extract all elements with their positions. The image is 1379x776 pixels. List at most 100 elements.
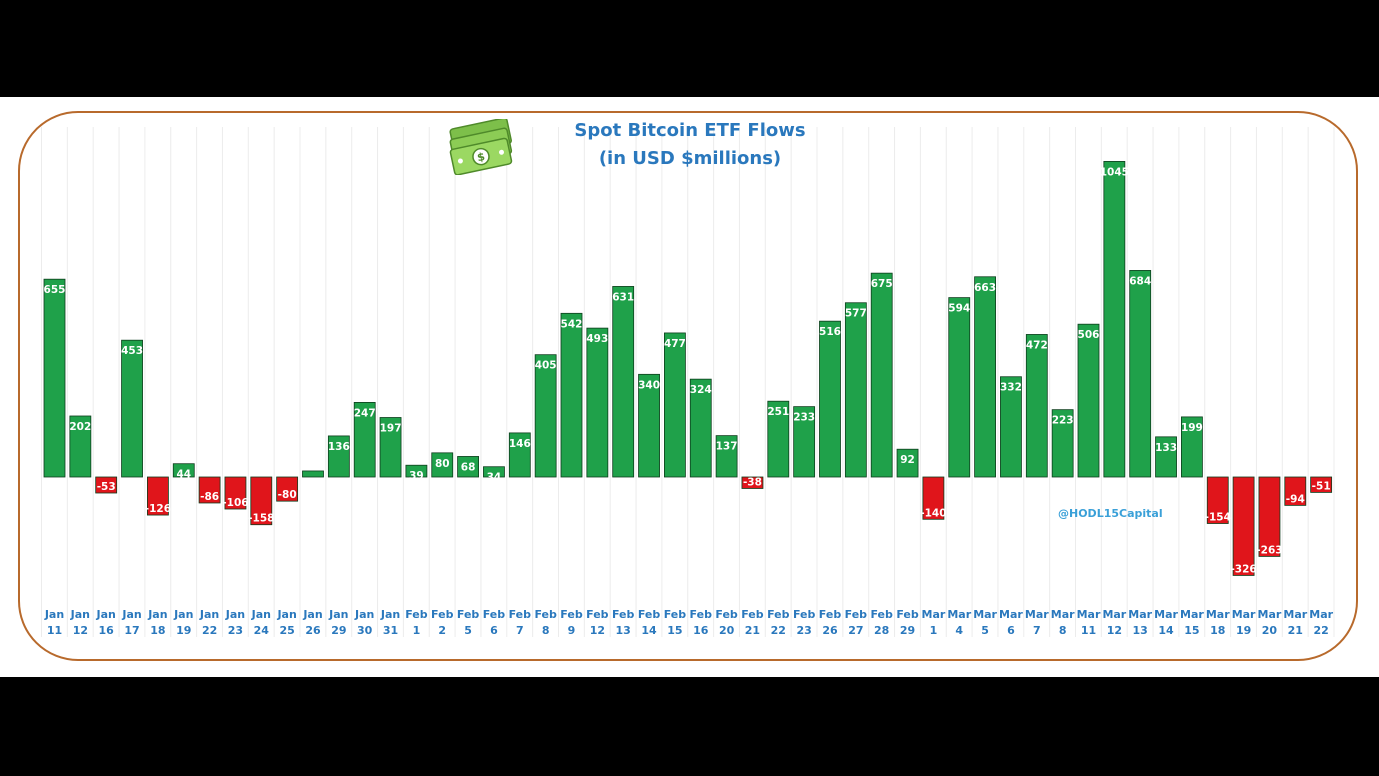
tick-label-day: 6 bbox=[490, 624, 498, 637]
bar bbox=[457, 456, 480, 478]
tick-label-month: Feb bbox=[690, 608, 713, 621]
bar bbox=[767, 400, 790, 478]
tick-label-month: Feb bbox=[509, 608, 532, 621]
tick-label-month: Jan bbox=[225, 608, 245, 621]
tick-label-month: Jan bbox=[173, 608, 193, 621]
data-label: -126 bbox=[145, 503, 171, 515]
tick-label-month: Feb bbox=[715, 608, 738, 621]
data-label: 146 bbox=[509, 438, 531, 450]
tick-label-day: 26 bbox=[305, 624, 321, 637]
tick-label-day: 17 bbox=[124, 624, 139, 637]
bar bbox=[1129, 270, 1152, 478]
tick-label-day: 30 bbox=[357, 624, 373, 637]
tick-label-day: 12 bbox=[590, 624, 605, 637]
tick-label-month: Jan bbox=[96, 608, 116, 621]
tick-label-month: Jan bbox=[251, 608, 271, 621]
tick-label-day: 19 bbox=[176, 624, 191, 637]
money-stack-icon: $ bbox=[449, 119, 513, 175]
tick-label-day: 7 bbox=[1033, 624, 1041, 637]
bar bbox=[327, 435, 350, 478]
data-label: 506 bbox=[1078, 329, 1100, 341]
bar bbox=[896, 448, 919, 478]
data-label: 340 bbox=[638, 379, 660, 391]
tick-label-day: 25 bbox=[279, 624, 294, 637]
data-label: -38 bbox=[743, 476, 762, 488]
tick-label-month: Jan bbox=[276, 608, 296, 621]
bar bbox=[302, 470, 324, 478]
tick-label-day: 5 bbox=[981, 624, 989, 637]
tick-label-month: Feb bbox=[405, 608, 428, 621]
tick-label-day: 26 bbox=[822, 624, 838, 637]
data-label: 39 bbox=[409, 470, 424, 482]
data-label: 137 bbox=[716, 441, 738, 453]
data-label: -51 bbox=[1312, 480, 1331, 492]
tick-label-month: Feb bbox=[767, 608, 790, 621]
tick-label-month: Mar bbox=[1206, 608, 1230, 621]
tick-label-day: 2 bbox=[438, 624, 446, 637]
data-label: 477 bbox=[664, 338, 686, 350]
data-label: 405 bbox=[535, 360, 557, 372]
data-label: 133 bbox=[1155, 442, 1177, 454]
tick-label-day: 31 bbox=[383, 624, 398, 637]
tick-label-day: 23 bbox=[228, 624, 243, 637]
bar bbox=[483, 466, 505, 478]
data-label: 44 bbox=[176, 469, 191, 481]
data-label: 453 bbox=[121, 345, 143, 357]
data-label: 247 bbox=[354, 407, 376, 419]
data-label: 92 bbox=[900, 454, 915, 466]
tick-label-day: 13 bbox=[1133, 624, 1148, 637]
bar bbox=[534, 354, 557, 478]
data-label: 332 bbox=[1000, 382, 1022, 394]
tick-label-month: Jan bbox=[328, 608, 348, 621]
data-label: 223 bbox=[1052, 415, 1074, 427]
bar bbox=[1025, 334, 1048, 478]
tick-label-month: Feb bbox=[457, 608, 480, 621]
data-label: -106 bbox=[222, 497, 248, 509]
tick-label-month: Feb bbox=[483, 608, 506, 621]
tick-label-month: Feb bbox=[638, 608, 661, 621]
bar bbox=[431, 452, 454, 478]
rounded-frame bbox=[18, 111, 1358, 661]
bar bbox=[379, 417, 402, 478]
bar bbox=[974, 276, 996, 478]
tick-label-day: 14 bbox=[641, 624, 657, 637]
chart-title: Spot Bitcoin ETF Flows bbox=[574, 120, 806, 141]
data-label: 577 bbox=[845, 308, 867, 320]
data-label: -86 bbox=[200, 491, 219, 503]
tick-label-day: 29 bbox=[900, 624, 915, 637]
tick-label-month: Feb bbox=[431, 608, 454, 621]
data-label: -326 bbox=[1230, 563, 1256, 575]
tick-label-day: 4 bbox=[955, 624, 963, 637]
tick-label-day: 8 bbox=[542, 624, 550, 637]
tick-label-day: 11 bbox=[1081, 624, 1096, 637]
data-label: 80 bbox=[435, 458, 450, 470]
chart-subtitle: (in USD $millions) bbox=[598, 148, 782, 169]
tick-label-month: Feb bbox=[534, 608, 557, 621]
bar bbox=[353, 402, 376, 478]
bar-chart: 655Jan11202Jan12-53Jan16453Jan17-126Jan1… bbox=[41, 127, 1335, 637]
tick-label-month: Mar bbox=[999, 608, 1023, 621]
bar bbox=[250, 476, 273, 526]
data-label: 202 bbox=[69, 421, 91, 433]
tick-label-day: 14 bbox=[1158, 624, 1174, 637]
bar bbox=[844, 302, 867, 478]
bar bbox=[1284, 476, 1307, 506]
bar bbox=[586, 327, 609, 478]
bar bbox=[819, 320, 841, 478]
tick-label-month: Mar bbox=[1077, 608, 1101, 621]
chart-canvas: 655 Jan 11 202 Jan 12 -53 Jan 16 453 Jan 17 -126 Jan 1… bbox=[0, 97, 1379, 677]
data-label: 663 bbox=[974, 282, 996, 294]
tick-label-month: Feb bbox=[664, 608, 687, 621]
tick-label-month: Jan bbox=[354, 608, 374, 621]
tick-label-day: 29 bbox=[331, 624, 346, 637]
tick-label-day: 24 bbox=[254, 624, 270, 637]
tick-label-day: 15 bbox=[667, 624, 682, 637]
tick-label-month: Jan bbox=[302, 608, 322, 621]
data-label: -53 bbox=[97, 481, 116, 493]
data-label: 675 bbox=[871, 278, 893, 290]
bar bbox=[870, 272, 893, 478]
tick-label-day: 16 bbox=[99, 624, 115, 637]
bar bbox=[664, 332, 686, 478]
data-label: 233 bbox=[793, 412, 815, 424]
bar bbox=[121, 339, 143, 478]
